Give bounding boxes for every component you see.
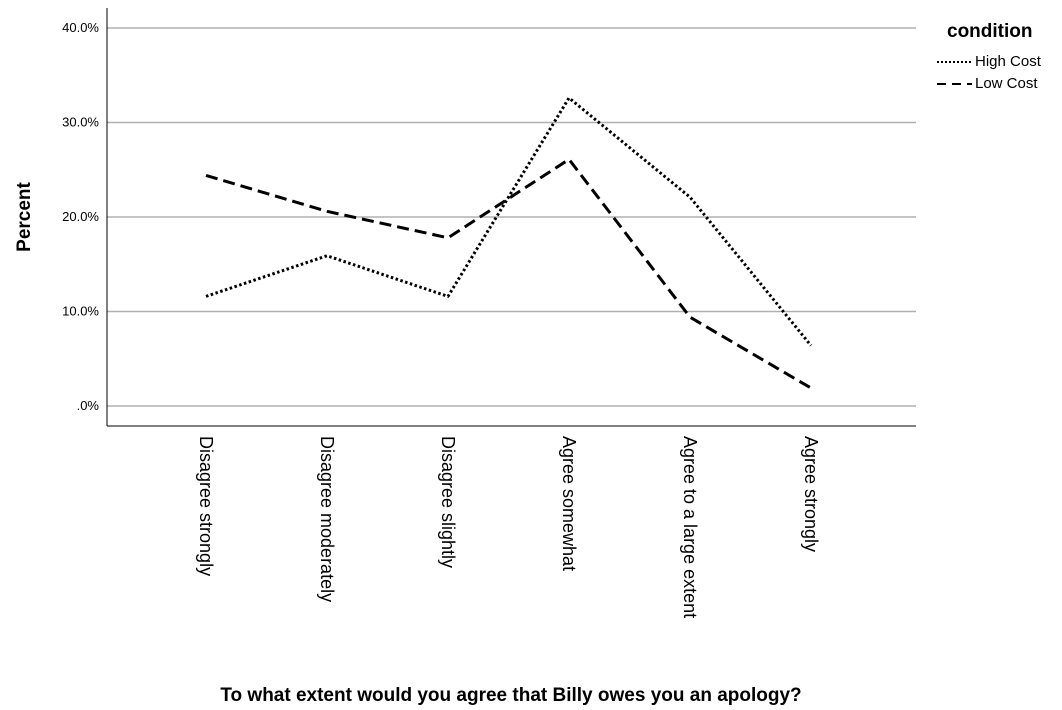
x-tick-labels: Disagree strongly Disagree moderately Disa… xyxy=(196,436,821,618)
series-line-low-cost xyxy=(205,157,812,390)
y-tick-label: 30.0% xyxy=(62,115,99,130)
x-tick-label: Agree to a large extent xyxy=(680,436,700,618)
x-axis-title: To what extent would you agree that Bill… xyxy=(220,685,801,706)
series-line-high-cost xyxy=(205,96,813,347)
y-tick-label: 10.0% xyxy=(62,304,99,319)
y-tick-label: 40.0% xyxy=(62,20,99,35)
x-tick-label: Disagree strongly xyxy=(196,436,216,576)
legend-label-low-cost: Low Cost xyxy=(975,75,1038,92)
series-lines xyxy=(205,96,813,390)
y-axis-title: Percent xyxy=(14,181,35,251)
x-tick-label: Disagree moderately xyxy=(317,436,337,602)
gridlines xyxy=(107,27,916,407)
legend-title: condition xyxy=(947,21,1032,42)
x-tick-label: Disagree slightly xyxy=(438,436,458,568)
x-tick-label: Agree somewhat xyxy=(559,436,579,571)
legend-label-high-cost: High Cost xyxy=(975,53,1042,70)
x-tick-label: Agree strongly xyxy=(801,436,821,552)
legend: condition High Cost Low Cost xyxy=(937,21,1042,92)
y-tick-labels: .0% 10.0% 20.0% 30.0% 40.0% xyxy=(62,20,99,413)
y-tick-label: 20.0% xyxy=(62,209,99,224)
y-tick-label: .0% xyxy=(77,398,100,413)
axes xyxy=(106,8,916,427)
